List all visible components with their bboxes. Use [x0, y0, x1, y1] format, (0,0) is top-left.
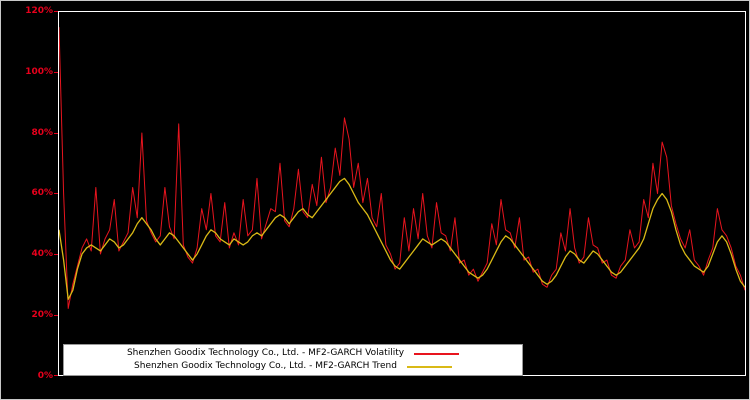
- y-tick-label: 60%: [31, 188, 53, 198]
- y-tick-mark: [54, 133, 58, 134]
- legend-item-volatility: Shenzhen Goodix Technology Co., Ltd. - M…: [70, 347, 516, 360]
- y-tick-label: 100%: [25, 67, 53, 77]
- y-tick-mark: [54, 315, 58, 316]
- y-tick-label: 120%: [25, 6, 53, 16]
- y-tick-label: 80%: [31, 128, 53, 138]
- y-tick-label: 0%: [37, 371, 53, 381]
- y-tick-label: 40%: [31, 249, 53, 259]
- legend: Shenzhen Goodix Technology Co., Ltd. - M…: [63, 344, 523, 376]
- y-tick-mark: [54, 375, 58, 376]
- y-tick-mark: [54, 193, 58, 194]
- y-tick-mark: [54, 72, 58, 73]
- trend-line: [59, 178, 745, 299]
- y-tick-mark: [54, 254, 58, 255]
- volatility-line-swatch: [414, 352, 460, 355]
- series-lines: [59, 12, 745, 375]
- plot-area: [58, 11, 746, 376]
- legend-label-volatility: Shenzhen Goodix Technology Co., Ltd. - M…: [126, 348, 405, 358]
- volatility-line: [59, 27, 745, 308]
- trend-line-swatch: [406, 365, 452, 368]
- legend-label-trend: Shenzhen Goodix Technology Co., Ltd. - M…: [134, 361, 397, 371]
- y-tick-label: 20%: [31, 310, 53, 320]
- legend-item-trend: Shenzhen Goodix Technology Co., Ltd. - M…: [70, 360, 516, 373]
- y-tick-mark: [54, 11, 58, 12]
